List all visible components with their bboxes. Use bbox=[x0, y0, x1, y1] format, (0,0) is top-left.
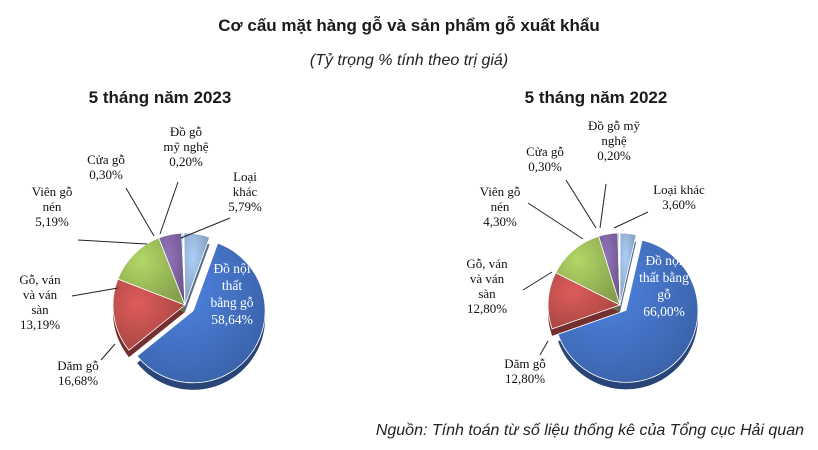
leader-line-do_go_my_nghe bbox=[159, 181, 179, 235]
chart-title-2023: 5 tháng năm 2023 bbox=[88, 88, 232, 107]
leader-line-vien_go bbox=[527, 202, 584, 240]
slice-label-dam_go: Dăm gỗ 16,68% bbox=[57, 358, 99, 388]
leader-line-do_go_my_nghe bbox=[599, 183, 607, 229]
leader-line-dam_go bbox=[539, 340, 549, 356]
slice-label-do_noi_that: Đồ nội thất bằng gỗ 66,00% bbox=[639, 253, 689, 319]
slice-label-cua_go: Cửa gỗ 0,30% bbox=[526, 144, 564, 174]
leader-line-dam_go bbox=[100, 343, 116, 361]
slice-label-do_go_my_nghe: Đồ gỗ mỹ nghệ 0,20% bbox=[588, 118, 641, 163]
slice-label-do_noi_that: Đồ nội thất bằng gỗ 58,64% bbox=[210, 261, 253, 327]
pie-slice-go_van bbox=[117, 237, 186, 306]
page-title: Cơ cấu mặt hàng gỗ và sản phẩm gỗ xuất k… bbox=[218, 16, 600, 35]
pie-slice-do_noi_that bbox=[557, 239, 699, 383]
leader-line-vien_go bbox=[77, 239, 148, 245]
pie-slice-do_noi_that bbox=[136, 242, 266, 384]
pie-slice-loai_khac bbox=[619, 232, 637, 306]
pie-slice-dam_go bbox=[547, 272, 622, 330]
slice-label-loai_khac: Loại khác 3,60% bbox=[653, 182, 705, 212]
source-note: Nguồn: Tính toán từ số liệu thống kê của… bbox=[375, 422, 804, 439]
leader-line-go_van bbox=[71, 287, 119, 297]
leader-line-loai_khac bbox=[180, 217, 231, 239]
leader-line-cua_go bbox=[125, 187, 155, 237]
slice-label-loai_khac: Loại khác 5,79% bbox=[228, 169, 262, 214]
leader-line-cua_go bbox=[565, 179, 597, 229]
slice-label-vien_go: Viên gỗ nén 4,30% bbox=[480, 184, 521, 229]
pie-slice-loai_khac bbox=[183, 232, 211, 306]
slice-label-go_van: Gỗ, ván và ván sàn 12,80% bbox=[466, 256, 508, 316]
slice-label-cua_go: Cửa gỗ 0,30% bbox=[87, 152, 125, 182]
slice-label-do_go_my_nghe: Đồ gỗ mỹ nghệ 0,20% bbox=[163, 124, 208, 169]
pie-chart-1: Đồ nội thất bằng gỗ 66,00% Dăm gỗ 12,80% Gỗ, v… bbox=[466, 118, 705, 390]
leader-line-go_van bbox=[522, 271, 553, 291]
slice-label-dam_go: Dăm gỗ 12,80% bbox=[504, 356, 546, 386]
chart-title-2022: 5 tháng năm 2022 bbox=[524, 88, 668, 107]
leader-line-loai_khac bbox=[613, 211, 649, 229]
pie-slice-dam_go bbox=[112, 278, 186, 351]
page-subtitle: (Tỷ trọng % tính theo trị giá) bbox=[309, 52, 509, 69]
slice-label-go_van: Gỗ, ván và ván sàn 13,19% bbox=[19, 272, 61, 332]
pie-chart-0: Đồ nội thất bằng gỗ 58,64% Dăm gỗ 16,68% Gỗ, v… bbox=[19, 124, 266, 390]
slice-label-vien_go: Viên gỗ nén 5,19% bbox=[32, 184, 73, 229]
